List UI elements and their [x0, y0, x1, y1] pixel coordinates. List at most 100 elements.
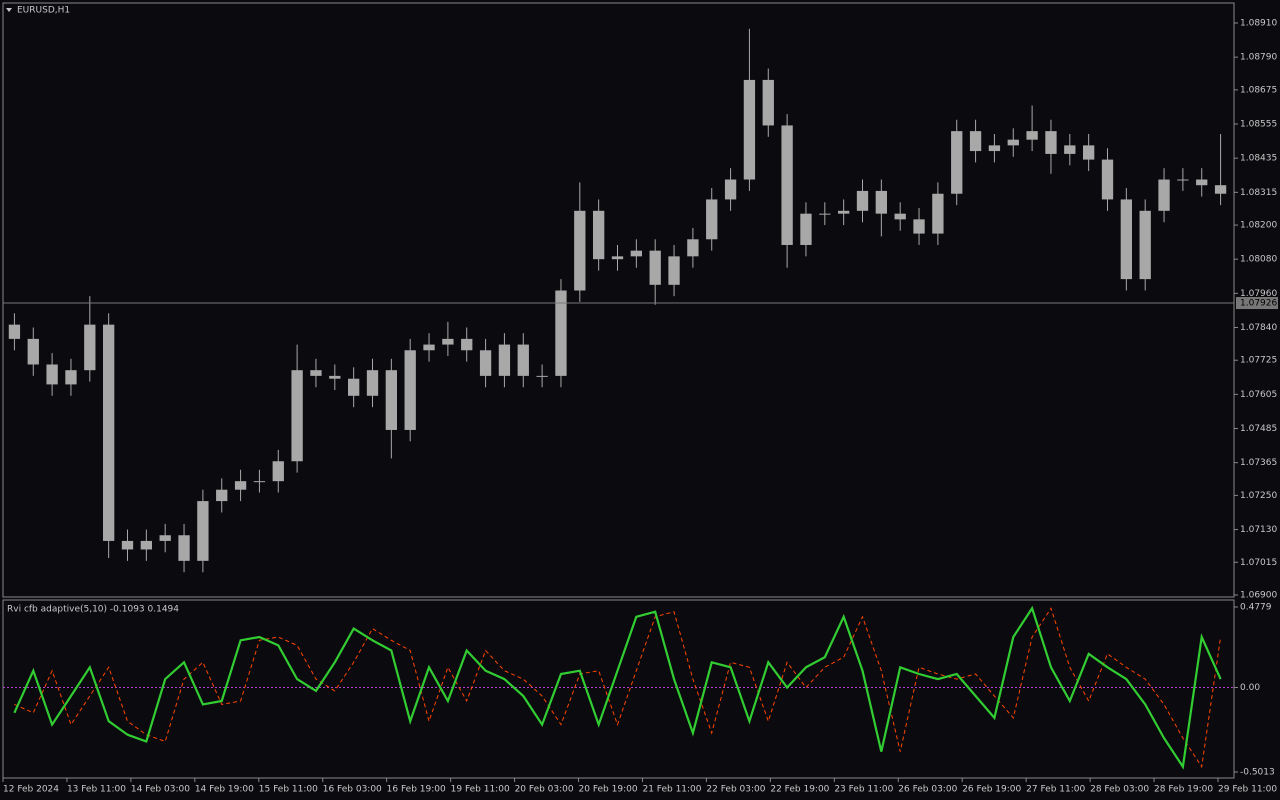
- candle-body: [272, 461, 284, 482]
- x-tick-label: 26 Feb 03:00: [898, 785, 957, 795]
- candle-body: [216, 489, 228, 502]
- candle-body: [819, 213, 831, 215]
- candle-body: [743, 79, 756, 180]
- y-tick-label: 1.07015: [1240, 558, 1277, 568]
- candle-body: [1026, 131, 1038, 140]
- y-tick-label: 1.08790: [1240, 53, 1277, 63]
- x-tick-label: 27 Feb 11:00: [1026, 785, 1085, 795]
- y-tick-label: 1.07130: [1240, 525, 1277, 535]
- candle-body: [159, 535, 171, 541]
- candle-body: [1120, 199, 1132, 280]
- y-tick-label: 1.07485: [1240, 424, 1277, 434]
- y-tick-label: 1.07365: [1240, 458, 1277, 468]
- rvi-line: [13, 605, 1222, 770]
- candle-body: [1196, 179, 1208, 186]
- x-tick-label: 14 Feb 19:00: [195, 785, 254, 795]
- candle-body: [1158, 179, 1170, 211]
- candle-body: [479, 350, 492, 376]
- main-panel: [2, 2, 1235, 598]
- y-tick-label: 1.08080: [1240, 255, 1277, 265]
- x-tick-label: 22 Feb 19:00: [770, 785, 829, 795]
- x-tick-label: 23 Feb 11:00: [834, 785, 893, 795]
- current-price-box: [1236, 297, 1278, 310]
- signal-line: [14, 607, 1222, 769]
- y-tick-label: 0.00: [1240, 683, 1260, 693]
- y-tick-label: 1.07605: [1240, 390, 1277, 400]
- candle-body: [103, 324, 115, 541]
- indicator-panel: [2, 599, 1235, 779]
- candle-body: [1177, 179, 1189, 181]
- candle-body: [65, 370, 77, 385]
- y-tick-label: 0.4779: [1240, 603, 1272, 613]
- candle-body: [27, 338, 39, 365]
- y-tick-label: 1.06900: [1240, 591, 1277, 601]
- candle-body: [498, 344, 511, 376]
- x-tick-label: 20 Feb 03:00: [515, 785, 574, 795]
- candle-body: [649, 250, 661, 285]
- candle-body: [366, 370, 379, 396]
- x-tick-label: 28 Feb 19:00: [1154, 785, 1213, 795]
- y-tick-label: 1.07840: [1240, 323, 1277, 333]
- candle-body: [329, 375, 341, 379]
- candle-body: [178, 535, 190, 561]
- x-tick-label: 22 Feb 03:00: [706, 785, 765, 795]
- candle-body: [84, 324, 96, 371]
- candle-body: [1064, 145, 1076, 154]
- candle-body: [951, 131, 963, 194]
- candle-body: [253, 481, 266, 483]
- y-tick-label: 1.08200: [1240, 221, 1277, 231]
- candle-body: [8, 324, 21, 339]
- chart-title: EURUSD,H1: [17, 6, 70, 16]
- candle-body: [762, 79, 774, 126]
- dropdown-icon[interactable]: [6, 8, 12, 12]
- candle-body: [1045, 131, 1057, 154]
- candle-body: [894, 213, 906, 220]
- candle-body: [385, 370, 397, 430]
- candle-body: [348, 378, 360, 396]
- candle-body: [1139, 210, 1151, 280]
- candle-body: [593, 210, 605, 260]
- candle-body: [913, 219, 925, 234]
- x-tick-label: 15 Feb 11:00: [259, 785, 318, 795]
- candle-body: [1083, 145, 1095, 160]
- x-tick-label: 20 Feb 19:00: [579, 785, 638, 795]
- y-tick-label: 1.07960: [1240, 289, 1277, 299]
- y-tick-label: -0.5013: [1240, 768, 1275, 778]
- x-tick-label: 19 Feb 11:00: [451, 785, 510, 795]
- candle-body: [574, 210, 586, 291]
- x-tick-label: 28 Feb 03:00: [1090, 785, 1149, 795]
- candle-body: [310, 370, 322, 376]
- candle-body: [838, 210, 850, 214]
- candle-body: [517, 344, 529, 376]
- x-tick-label: 29 Feb 11:00: [1218, 785, 1277, 795]
- candle-body: [140, 540, 152, 550]
- candle-body: [536, 375, 548, 377]
- x-tick-label: 16 Feb 19:00: [387, 785, 446, 795]
- candle-body: [687, 239, 699, 257]
- y-tick-label: 1.07250: [1240, 491, 1277, 501]
- candle-body: [875, 190, 887, 214]
- candle-body: [611, 256, 624, 260]
- candle-body: [442, 338, 454, 345]
- x-tick-label: 14 Feb 03:00: [131, 785, 190, 795]
- candle-body: [197, 501, 209, 561]
- x-tick-label: 16 Feb 03:00: [323, 785, 382, 795]
- y-tick-label: 1.08910: [1240, 19, 1277, 29]
- candle-body: [781, 125, 793, 245]
- candle-body: [630, 250, 642, 257]
- candle-body: [1007, 139, 1019, 146]
- x-tick-label: 12 Feb 2024: [3, 785, 59, 795]
- current-price-label: 1.07926: [1240, 299, 1277, 309]
- candle-body: [555, 290, 567, 376]
- candle-body: [404, 350, 416, 430]
- candle-body: [461, 338, 473, 351]
- y-tick-label: 1.07725: [1240, 356, 1277, 366]
- candle-body: [423, 344, 435, 351]
- candle-body: [234, 481, 247, 490]
- candle-body: [706, 199, 718, 240]
- candle-body: [988, 145, 1001, 152]
- x-tick-label: 26 Feb 19:00: [962, 785, 1021, 795]
- y-tick-label: 1.08315: [1240, 188, 1277, 198]
